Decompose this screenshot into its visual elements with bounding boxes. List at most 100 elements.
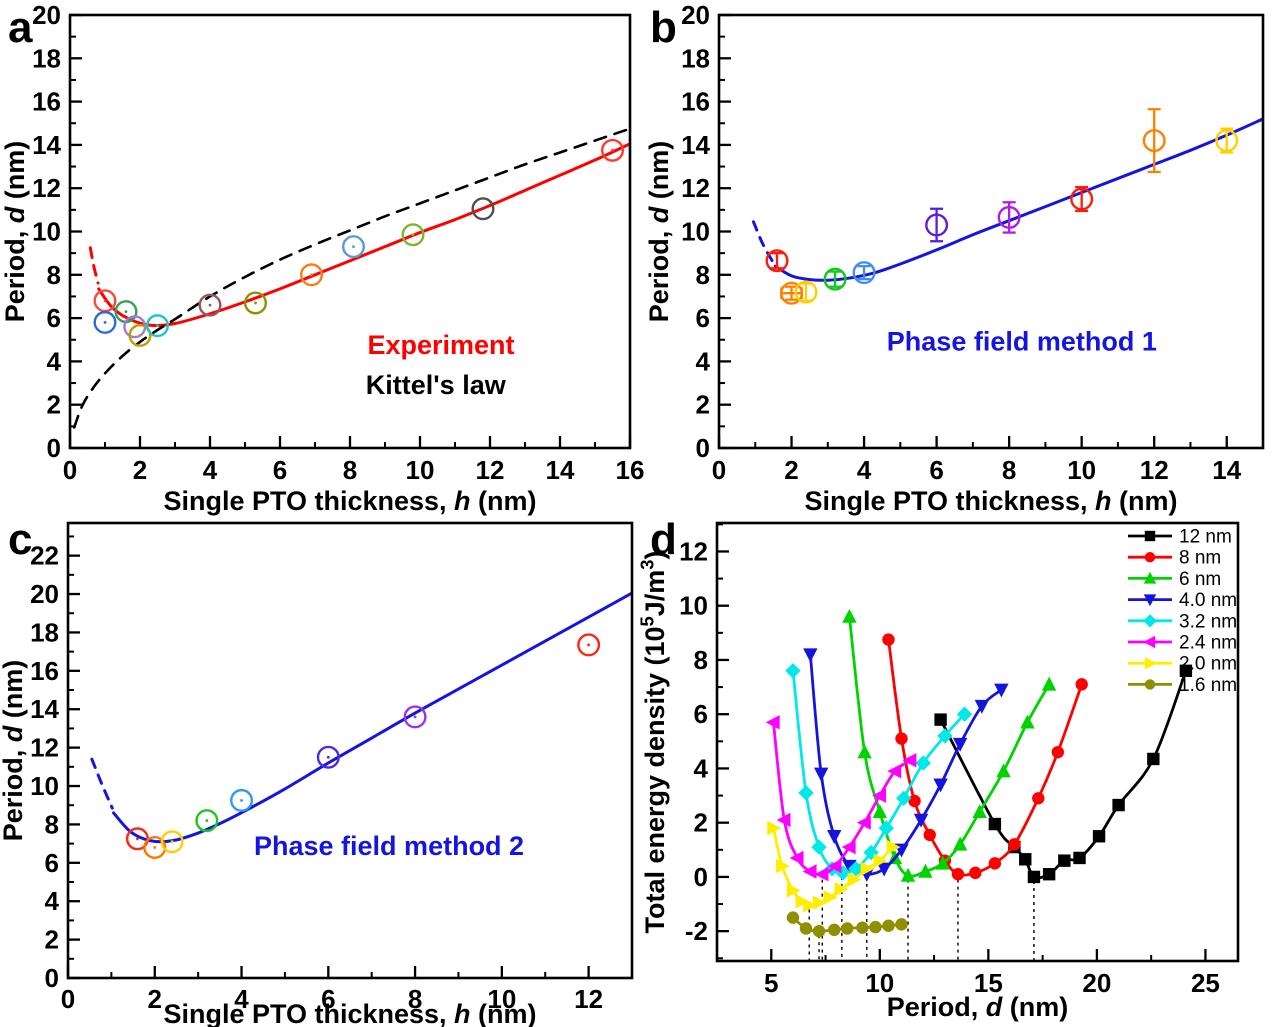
x-tick-label: 8 [1002,455,1016,485]
data-point [1142,108,1166,174]
x-tick-label: 2 [784,455,798,485]
y-tick-label: 20 [681,0,710,30]
x-axis-label: Single PTO thickness, h (nm) [804,486,1177,516]
x-tick-label: 10 [1067,455,1096,485]
y-tick-label: 8 [694,645,708,675]
legend-item-label: 8 nm [1179,548,1221,569]
x-tick-label: 10 [406,455,435,485]
plot-border [66,521,634,980]
y-tick-label: 16 [681,87,710,117]
data-point [1070,185,1094,213]
y-tick-label: 0 [696,433,710,463]
panel-b: 0 2 4 6 8 10 12 14 0 2 4 6 8 10 12 14 16 18 20 Single PTO t… [644,0,1265,516]
series-12-nm [934,664,1193,884]
y-axis-label: Period, d (nm) [0,141,30,323]
y-tick-label: 14 [681,130,710,160]
x-axis-label: Period, d (nm) [887,992,1069,1022]
data-point [577,633,601,657]
y-tick-label: 12 [679,536,708,566]
curve-experiment-fit-dashed [88,246,100,285]
x-tick-label: 12 [1140,455,1169,485]
x-tick-label: 10 [487,984,516,1014]
legend-text-kittel-s-law: Kittel's law [366,370,507,400]
data-point [198,293,222,317]
data-point [765,249,789,273]
data-point [794,280,818,304]
x-tick-label: 6 [321,984,335,1014]
y-tick-label: 4 [696,346,711,376]
y-tick-label: 0 [47,433,61,463]
x-tick-label: 14 [546,455,575,485]
data-point [93,289,117,313]
panel-b-plot-area [751,108,1263,305]
y-tick-label: 8 [696,260,710,290]
x-tick-label: 12 [574,984,603,1014]
x-tick-label: 2 [133,455,147,485]
x-tick-label: 6 [929,455,943,485]
legend-item-label: 2.4 nm [1179,633,1237,654]
curve-phase-field-2-dashed [90,757,114,810]
y-tick-label: 18 [30,617,59,647]
x-tick-label: 4 [203,455,218,485]
y-tick-label: 8 [47,260,61,290]
y-tick-label: 0 [45,963,59,993]
series-2.0-nm [767,820,901,913]
y-tick-label: 2 [694,808,708,838]
curve-phase-field-1-dashed [751,220,775,265]
x-tick-label: 4 [234,984,249,1014]
curve-phase-field-1-fit [773,117,1263,282]
y-tick-label: 10 [32,217,61,247]
data-point [852,261,876,285]
y-tick-label: 8 [45,809,59,839]
legend-item-label: 1.6 nm [1179,675,1237,696]
data-point [145,314,169,338]
legend-item-label: 2.0 nm [1179,654,1237,675]
x-tick-label: 6 [273,455,287,485]
y-tick-label: 4 [45,886,60,916]
y-tick-label: 22 [30,541,59,571]
data-point [243,291,267,315]
legend-item-label: 12 nm [1179,527,1232,548]
y-tick-label: 2 [47,390,61,420]
data-point [230,788,254,812]
x-tick-label: 8 [343,455,357,485]
panel-letter-c: c [8,515,33,564]
x-tick-label: 0 [63,455,77,485]
y-tick-label: 6 [694,699,708,729]
x-axis-label: Single PTO thickness, h (nm) [163,999,536,1027]
data-point [342,235,366,259]
data-point [601,138,625,162]
panel-d-axes: 5 10 15 20 25 -2 0 2 4 6 8 10 12 [679,523,1220,998]
y-tick-label: 4 [47,346,62,376]
panel-b-axes: 0 2 4 6 8 10 12 14 0 2 4 6 8 10 12 14 16 18 20 [681,0,1264,485]
panel-a: 0 2 4 6 8 10 12 14 16 0 2 4 6 8 10 12 14 16 18 20 Single PTO… [0,0,644,516]
y-tick-label: 20 [32,0,61,30]
y-tick-label: 16 [30,656,59,686]
data-point [401,223,425,247]
panel-a-plot-area [72,127,630,429]
y-tick-label: 10 [679,591,708,621]
y-axis-label: Period, d (nm) [644,141,674,323]
y-tick-label: 6 [696,303,710,333]
legend-text-experiment: Experiment [367,330,514,360]
series-4.0-nm [803,648,1009,882]
panel-letter-a: a [8,3,33,52]
y-tick-label: 16 [32,87,61,117]
data-point [403,705,427,729]
y-tick-label: 6 [45,848,59,878]
series-1.6-nm [786,911,908,938]
y-tick-label: 4 [694,753,709,783]
data-point [925,207,949,243]
legend: 12 nm8 nm6 nm4.0 nm3.2 nm2.4 nm2.0 nm1.6… [1128,527,1237,696]
y-tick-label: 10 [30,771,59,801]
x-tick-label: 20 [1082,968,1111,998]
curve-kittels-law [72,127,630,429]
data-point [997,201,1021,234]
series-6-nm [842,608,1057,882]
curve-experiment-fit [97,142,630,328]
x-axis-label: Single PTO thickness, h (nm) [163,486,536,516]
y-tick-label: 20 [30,579,59,609]
x-tick-label: 8 [408,984,422,1014]
